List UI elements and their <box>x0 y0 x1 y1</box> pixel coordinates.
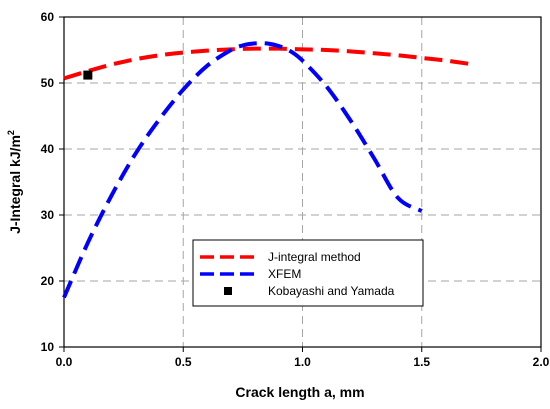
x-tick-label: 0.5 <box>175 355 192 369</box>
legend-swatch-kobayashi <box>224 287 232 295</box>
x-tick-label: 0.0 <box>56 355 73 369</box>
axis-ticks: 0.0 0.5 1.0 1.5 2.0 10 20 30 40 50 60 <box>41 10 550 369</box>
y-tick-label: 10 <box>41 340 55 354</box>
x-axis-label: Crack length a, mm <box>235 384 364 400</box>
legend-label-j-integral: J-integral method <box>268 250 361 264</box>
y-axis-label-main: J-Integral kJ/m <box>7 135 23 234</box>
data-point-kobayashi-and-yamada <box>83 70 93 80</box>
series-line-j-integral-method <box>63 46 470 81</box>
y-axis-label: J-Integral kJ/m2 <box>6 130 23 234</box>
legend: J-integral method XFEM Kobayashi and Yam… <box>192 239 424 307</box>
y-tick-label: 20 <box>41 274 55 288</box>
legend-label-kobayashi: Kobayashi and Yamada <box>268 284 395 298</box>
y-tick-label: 30 <box>41 208 55 222</box>
series-group <box>62 41 470 299</box>
y-tick-label: 40 <box>41 142 55 156</box>
x-tick-label: 1.0 <box>294 355 311 369</box>
x-tick-label: 2.0 <box>533 355 550 369</box>
series-line-xfem <box>62 41 423 299</box>
legend-label-xfem: XFEM <box>268 267 301 281</box>
y-axis-label-superscript: 2 <box>6 130 16 135</box>
y-tick-label: 50 <box>41 76 55 90</box>
x-tick-label: 1.5 <box>413 355 430 369</box>
y-tick-label: 60 <box>41 10 55 24</box>
